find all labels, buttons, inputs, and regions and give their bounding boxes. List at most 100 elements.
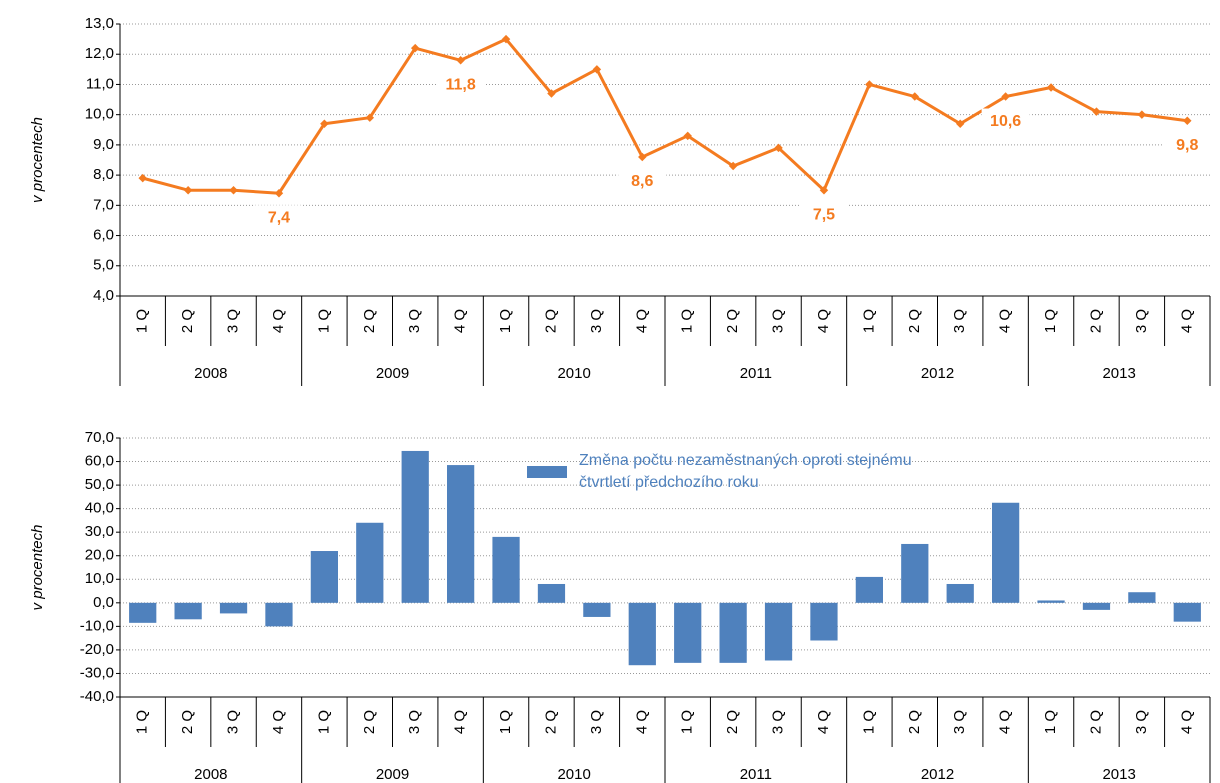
x-tick-label: 4 Q [1178, 309, 1195, 333]
x-group-label: 2009 [376, 365, 409, 382]
bar [1082, 602, 1111, 610]
bar [1173, 602, 1201, 622]
y-tick-label: 40,0 [85, 500, 114, 517]
marker [501, 34, 511, 44]
x-tick-label: 2 Q [179, 309, 196, 333]
x-tick-label: 1 Q [497, 309, 514, 333]
bar [310, 551, 338, 603]
x-tick-label: 4 Q [452, 710, 469, 734]
line [142, 37, 1188, 195]
y-tick-label: -40,0 [80, 688, 114, 705]
y-tick-label: -10,0 [80, 617, 114, 634]
marker [865, 80, 874, 89]
y-tick-label: 60,0 [85, 453, 114, 470]
y-tick-label: -20,0 [80, 641, 114, 658]
bar [265, 602, 293, 627]
y-tick-label: 8,0 [93, 166, 114, 183]
x-tick-label: 3 Q [406, 710, 423, 734]
y-tick-label: -30,0 [80, 664, 114, 681]
x-tick-label: 3 Q [225, 710, 242, 734]
bar [583, 602, 611, 617]
x-group-label: 2009 [376, 766, 409, 783]
x-tick-label: 2 Q [906, 710, 923, 734]
data-label: 10,6 [990, 113, 1021, 130]
y-tick-label: 30,0 [85, 523, 114, 540]
label-bg [981, 108, 1030, 133]
y-tick-label: 11,0 [86, 75, 114, 92]
y-tick-label: 10,0 [85, 570, 114, 587]
y-tick-label: 5,0 [93, 257, 114, 274]
x-tick-label: 2 Q [724, 710, 741, 734]
x-tick-label: 3 Q [1133, 309, 1150, 333]
legend-swatch [527, 466, 567, 478]
marker [138, 173, 147, 183]
label-bg [1163, 132, 1212, 157]
bar [356, 522, 384, 603]
marker [320, 119, 329, 128]
x-group-label: 2013 [1102, 365, 1135, 382]
x-tick-label: 1 Q [679, 710, 696, 734]
marker [183, 185, 193, 195]
x-tick-label: 3 Q [770, 710, 787, 734]
x-tick-label: 2 Q [542, 309, 559, 333]
bar [401, 450, 429, 603]
y-tick-label: 6,0 [93, 227, 114, 244]
x-tick-label: 4 Q [633, 309, 650, 333]
x-tick-label: 1 Q [1042, 710, 1059, 734]
x-tick-label: 2 Q [179, 710, 196, 734]
x-tick-label: 4 Q [452, 309, 469, 333]
x-tick-label: 3 Q [1133, 710, 1150, 734]
y-tick-label: 50,0 [85, 476, 114, 493]
x-tick-label: 3 Q [951, 309, 968, 333]
x-tick-label: 1 Q [315, 710, 332, 734]
data-label: 7,5 [813, 206, 835, 223]
bar [719, 602, 747, 663]
bar [992, 502, 1020, 603]
data-label: 9,8 [1176, 137, 1198, 154]
x-tick-label: 1 Q [1042, 309, 1059, 333]
x-tick-label: 3 Q [588, 309, 605, 333]
x-tick-label: 1 Q [860, 710, 877, 734]
x-tick-label: 4 Q [815, 309, 832, 333]
x-tick-label: 1 Q [134, 309, 151, 333]
y-tick-label: 10,0 [85, 106, 114, 123]
bar [628, 602, 656, 666]
x-tick-label: 3 Q [770, 309, 787, 333]
x-tick-label: 1 Q [315, 309, 332, 333]
x-tick-label: 2 Q [1087, 710, 1104, 734]
x-tick-label: 1 Q [860, 309, 877, 333]
legend: Změna počtu nezaměstnaných oproti stejné… [527, 450, 959, 494]
x-tick-label: 3 Q [951, 710, 968, 734]
x-group-label: 2010 [557, 365, 590, 382]
label-bg [436, 72, 485, 97]
y-tick-label: 12,0 [85, 45, 114, 62]
y-tick-label: 70,0 [85, 429, 114, 446]
marker [274, 189, 284, 198]
x-tick-label: 2 Q [361, 309, 378, 333]
bar [946, 583, 974, 603]
legend-label: Změna počtu nezaměstnaných oproti stejné… [579, 452, 912, 491]
bar [537, 583, 566, 603]
bar [219, 602, 248, 614]
x-tick-label: 2 Q [361, 710, 378, 734]
label-bg [254, 205, 303, 230]
marker [1183, 116, 1192, 125]
marker [365, 113, 375, 122]
y-tick-label: 4,0 [93, 287, 114, 304]
x-tick-label: 4 Q [270, 710, 287, 734]
x-group-label: 2011 [740, 365, 772, 382]
x-group-label: 2013 [1102, 766, 1135, 783]
bar [764, 602, 793, 661]
y-tick-label: 20,0 [85, 547, 114, 564]
x-tick-label: 4 Q [815, 710, 832, 734]
x-tick-label: 1 Q [497, 710, 514, 734]
x-group-label: 2010 [557, 766, 590, 783]
data-label: 8,6 [631, 173, 653, 190]
bar [674, 602, 702, 663]
bar [129, 602, 157, 623]
y-axis-label: v procentech [29, 117, 46, 203]
x-tick-label: 2 Q [906, 309, 923, 333]
label-bg [618, 168, 667, 193]
bar [901, 543, 929, 603]
bar [855, 576, 883, 603]
